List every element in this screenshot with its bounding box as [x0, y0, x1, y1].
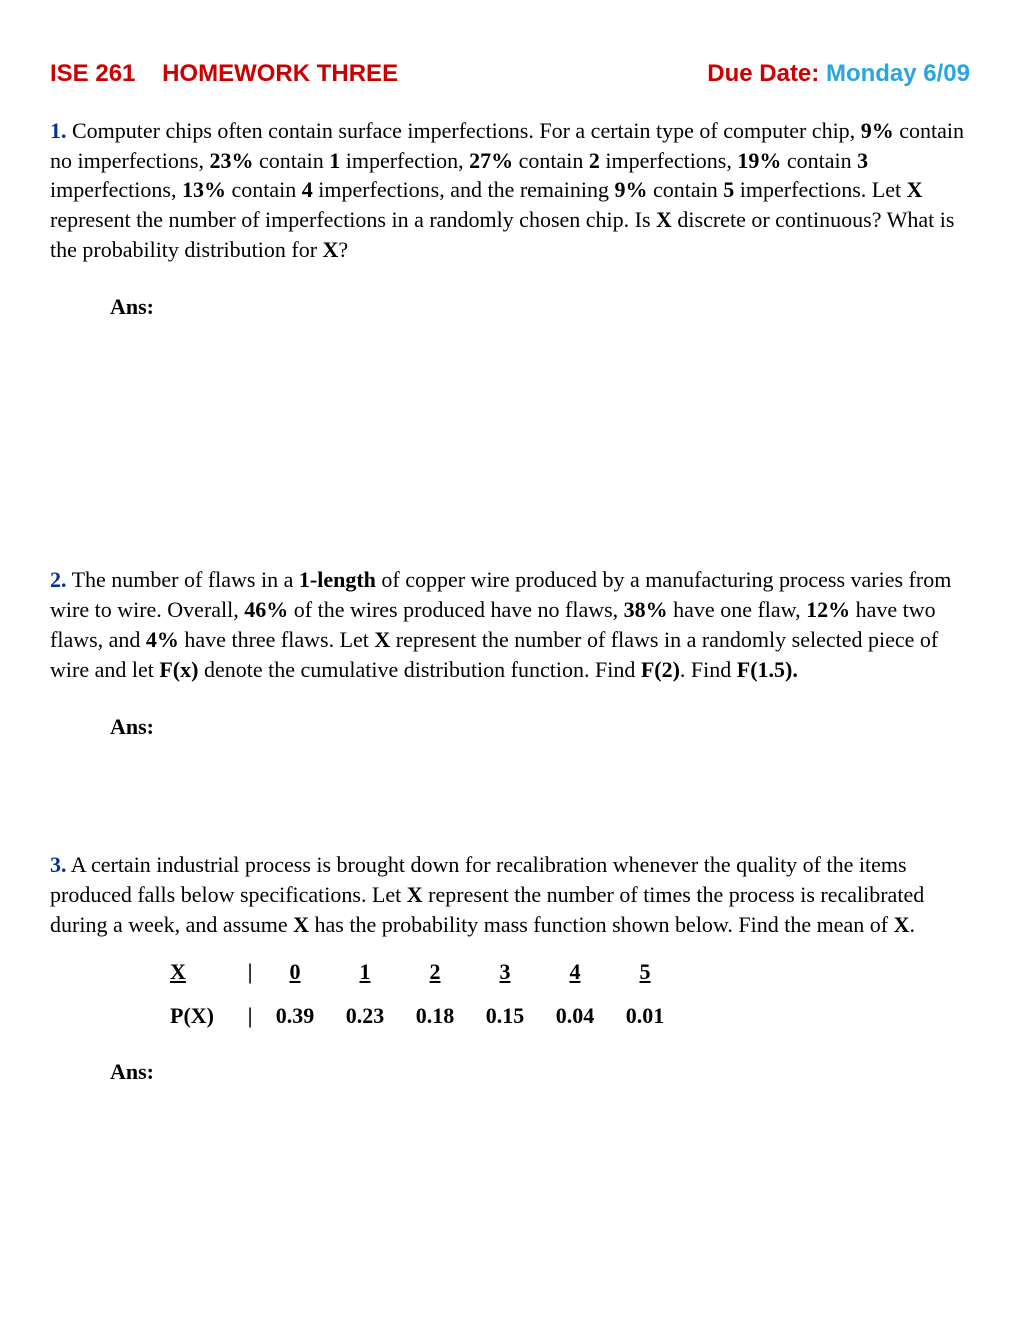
pmf-p-value: 0.01	[610, 1003, 680, 1029]
answer-space	[50, 320, 970, 565]
problem-text: imperfection,	[340, 148, 469, 173]
bold-text: F(1.5).	[737, 657, 798, 682]
answer-label: Ans:	[110, 714, 970, 740]
problem-text: contain	[781, 148, 857, 173]
bold-text: F(2)	[641, 657, 680, 682]
pmf-table: X | 0 1 2 3 4 5 P(X) | 0.39 0.23 0.18 0.…	[170, 959, 970, 1029]
problem-text: The number of flaws in a	[67, 567, 299, 592]
problem-text: imperfections,	[50, 177, 182, 202]
header-left: ISE 261 HOMEWORK THREE	[50, 60, 398, 88]
problem-text: . Find	[680, 657, 737, 682]
page: ISE 261 HOMEWORK THREE Due Date: Monday …	[0, 0, 1020, 1145]
problem-text: denote the cumulative distribution funct…	[198, 657, 640, 682]
problem-text: contain	[226, 177, 302, 202]
bold-text: 2	[589, 148, 600, 173]
problem-number: 3.	[50, 852, 67, 877]
bold-text: 4	[302, 177, 313, 202]
pmf-x-value: 4	[540, 959, 610, 985]
problem-text: contain	[513, 148, 589, 173]
bold-text: X	[323, 237, 339, 262]
pmf-p-value: 0.15	[470, 1003, 540, 1029]
header-right: Due Date: Monday 6/09	[707, 60, 970, 88]
bold-text: 4%	[146, 627, 179, 652]
pmf-x-value: 0	[260, 959, 330, 985]
bold-text: 1-length	[299, 567, 376, 592]
pmf-separator: |	[240, 1003, 260, 1029]
pmf-p-value: 0.04	[540, 1003, 610, 1029]
problem-text: have three flaws. Let	[179, 627, 374, 652]
bold-text: 46%	[244, 597, 288, 622]
bold-text: 38%	[624, 597, 668, 622]
bold-text: F(x)	[159, 657, 198, 682]
pmf-separator: |	[240, 959, 260, 985]
answer-label: Ans:	[110, 1059, 970, 1085]
pmf-p-value: 0.23	[330, 1003, 400, 1029]
bold-text: 23%	[209, 148, 253, 173]
problem-number: 2.	[50, 567, 67, 592]
pmf-x-label: X	[170, 959, 240, 985]
due-date: Monday 6/09	[826, 60, 970, 87]
bold-text: X	[374, 627, 390, 652]
answer-space	[50, 740, 970, 850]
course-code: ISE 261	[50, 60, 135, 87]
problem-1: 1. Computer chips often contain surface …	[50, 116, 970, 264]
bold-text: 27%	[469, 148, 513, 173]
pmf-x-value: 3	[470, 959, 540, 985]
problem-text: contain	[648, 177, 724, 202]
bold-text: 12%	[806, 597, 850, 622]
bold-text: X	[656, 207, 672, 232]
pmf-p-label: P(X)	[170, 1003, 240, 1029]
pmf-x-value: 2	[400, 959, 470, 985]
problem-text: contain	[253, 148, 329, 173]
pmf-p-value: 0.18	[400, 1003, 470, 1029]
problem-text: Computer chips often contain surface imp…	[67, 118, 861, 143]
page-header: ISE 261 HOMEWORK THREE Due Date: Monday …	[50, 60, 970, 88]
problem-text: imperfections,	[600, 148, 737, 173]
bold-text: X	[407, 882, 423, 907]
pmf-header-row: X | 0 1 2 3 4 5	[170, 959, 970, 985]
pmf-p-value: 0.39	[260, 1003, 330, 1029]
problem-2: 2. The number of flaws in a 1-length of …	[50, 565, 970, 684]
pmf-x-value: 1	[330, 959, 400, 985]
bold-text: 13%	[182, 177, 226, 202]
bold-text: X	[907, 177, 923, 202]
problem-text: .	[909, 912, 915, 937]
bold-text: 19%	[737, 148, 781, 173]
problem-text: have one flaw,	[668, 597, 806, 622]
answer-label: Ans:	[110, 294, 970, 320]
problem-text: represent the number of imperfections in…	[50, 207, 656, 232]
bold-text: 3	[857, 148, 868, 173]
problem-text: imperfections. Let	[734, 177, 906, 202]
pmf-prob-row: P(X) | 0.39 0.23 0.18 0.15 0.04 0.01	[170, 1003, 970, 1029]
due-label: Due Date:	[707, 60, 819, 87]
bold-text: X	[293, 912, 309, 937]
pmf-x-value: 5	[610, 959, 680, 985]
problem-text: of the wires produced have no flaws,	[288, 597, 623, 622]
bold-text: 9%	[615, 177, 648, 202]
homework-title: HOMEWORK THREE	[162, 60, 398, 87]
problem-text: has the probability mass function shown …	[309, 912, 894, 937]
problem-number: 1.	[50, 118, 67, 143]
problem-3: 3. A certain industrial process is broug…	[50, 850, 970, 939]
bold-text: 9%	[861, 118, 894, 143]
bold-text: 5	[723, 177, 734, 202]
problem-text: imperfections, and the remaining	[313, 177, 615, 202]
bold-text: 1	[329, 148, 340, 173]
problem-text: ?	[338, 237, 348, 262]
bold-text: X	[894, 912, 910, 937]
